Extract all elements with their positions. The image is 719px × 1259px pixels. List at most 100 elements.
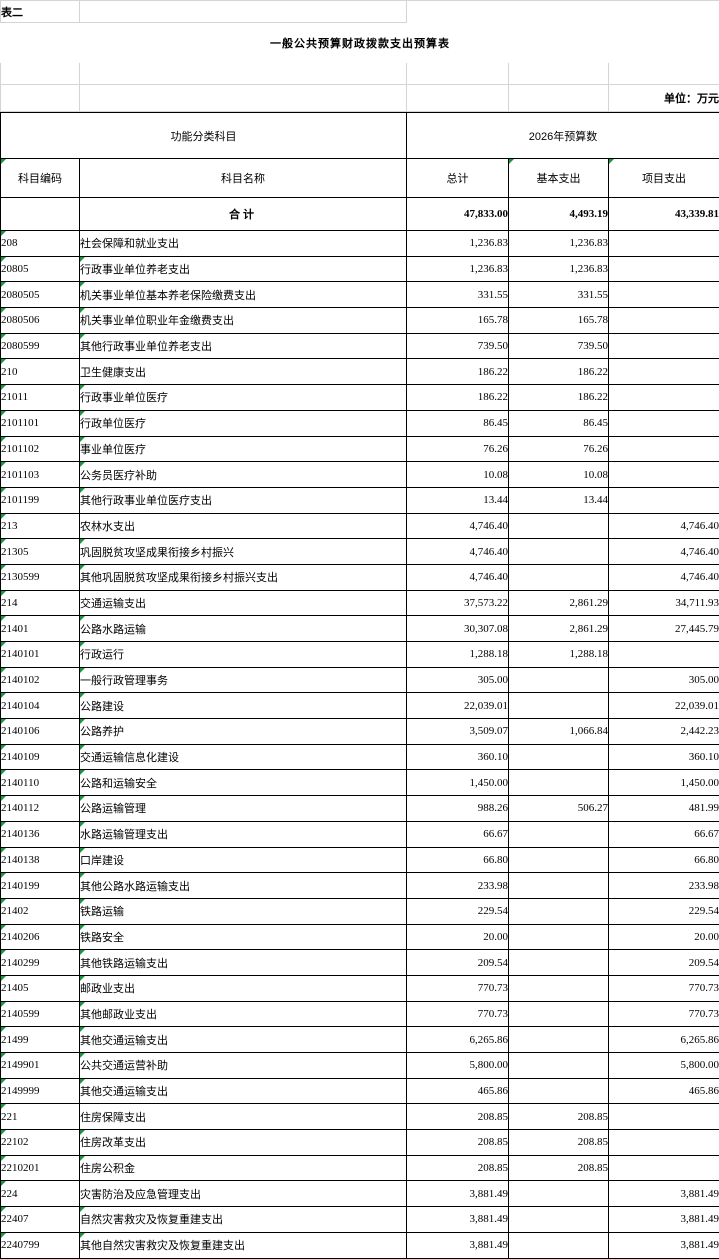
- row-subject-code: 2140206: [1, 924, 80, 950]
- row-total: 770.73: [407, 975, 509, 1001]
- header-col-project: 项目支出: [609, 159, 719, 198]
- row-subject-name: 住房公积金: [80, 1155, 407, 1181]
- row-subject-code: 210: [1, 359, 80, 385]
- row-basic: [509, 1232, 609, 1258]
- row-total: 465.86: [407, 1078, 509, 1104]
- row-total: 186.22: [407, 385, 509, 411]
- row-basic: [509, 539, 609, 565]
- row-subject-name: 交通运输信息化建设: [80, 744, 407, 770]
- row-basic: [509, 667, 609, 693]
- row-subject-name: 机关事业单位职业年金缴费支出: [80, 308, 407, 334]
- row-subject-name: 卫生健康支出: [80, 359, 407, 385]
- row-subject-name: 巩固脱贫攻坚成果衔接乡村振兴: [80, 539, 407, 565]
- row-basic: 165.78: [509, 308, 609, 334]
- row-basic: 1,236.83: [509, 256, 609, 282]
- row-basic: [509, 744, 609, 770]
- row-subject-code: 2080506: [1, 308, 80, 334]
- row-total: 1,288.18: [407, 642, 509, 668]
- row-subject-name: 公路运输管理: [80, 796, 407, 822]
- row-subject-code: 2140106: [1, 719, 80, 745]
- sheet-top-area: 表二 一般公共预算财政拨款支出预算表 单位：万元: [0, 0, 719, 112]
- row-basic: [509, 950, 609, 976]
- row-subject-name: 交通运输支出: [80, 590, 407, 616]
- row-basic: [509, 564, 609, 590]
- row-project: 66.80: [609, 847, 719, 873]
- row-subject-name: 行政运行: [80, 642, 407, 668]
- spacer-cell-3: [407, 63, 509, 85]
- row-subject-name: 其他邮政业支出: [80, 1001, 407, 1027]
- row-basic: [509, 1078, 609, 1104]
- row-basic: 208.85: [509, 1155, 609, 1181]
- row-total: 165.78: [407, 308, 509, 334]
- row-total: 66.67: [407, 821, 509, 847]
- row-project: 2,442.23: [609, 719, 719, 745]
- header-col-total: 总计: [407, 159, 509, 198]
- row-project: [609, 642, 719, 668]
- total-row: 合计 47,833.00 4,493.19 43,339.81: [1, 198, 719, 231]
- row-basic: [509, 770, 609, 796]
- row-project: 360.10: [609, 744, 719, 770]
- row-subject-name: 水路运输管理支出: [80, 821, 407, 847]
- row-project: [609, 333, 719, 359]
- row-subject-name: 行政单位医疗: [80, 410, 407, 436]
- row-total: 13.44: [407, 487, 509, 513]
- row-basic: [509, 924, 609, 950]
- row-subject-name: 其他铁路运输支出: [80, 950, 407, 976]
- header-group-row: 功能分类科目 2026年预算数: [1, 113, 719, 159]
- row-total: 208.85: [407, 1130, 509, 1156]
- row-total: 331.55: [407, 282, 509, 308]
- unit-row: 单位：万元: [1, 85, 719, 112]
- row-subject-code: 2140104: [1, 693, 80, 719]
- row-total: 66.80: [407, 847, 509, 873]
- row-project: 4,746.40: [609, 564, 719, 590]
- row-subject-code: 2140138: [1, 847, 80, 873]
- row-total: 5,800.00: [407, 1053, 509, 1079]
- row-subject-name: 社会保障和就业支出: [80, 231, 407, 257]
- row-project: 770.73: [609, 975, 719, 1001]
- row-total: 739.50: [407, 333, 509, 359]
- row-basic: 1,288.18: [509, 642, 609, 668]
- row-subject-code: 2130599: [1, 564, 80, 590]
- row-total: 3,509.07: [407, 719, 509, 745]
- header-column-row: 科目编码 科目名称 总计 基本支出 项目支出: [1, 159, 719, 198]
- row-basic: 331.55: [509, 282, 609, 308]
- row-total: 1,236.83: [407, 231, 509, 257]
- row-subject-code: 21401: [1, 616, 80, 642]
- row-subject-code: 22102: [1, 1130, 80, 1156]
- row-basic: 208.85: [509, 1104, 609, 1130]
- row-project: [609, 282, 719, 308]
- row-project: [609, 462, 719, 488]
- row-subject-name: 公务员医疗补助: [80, 462, 407, 488]
- row-subject-name: 公路水路运输: [80, 616, 407, 642]
- row-total: 4,746.40: [407, 564, 509, 590]
- row-subject-code: 2101103: [1, 462, 80, 488]
- row-basic: 186.22: [509, 359, 609, 385]
- row-total: 3,881.49: [407, 1232, 509, 1258]
- row-basic: 10.08: [509, 462, 609, 488]
- row-subject-code: 214: [1, 590, 80, 616]
- row-project: 305.00: [609, 667, 719, 693]
- row-project: [609, 308, 719, 334]
- row-basic: [509, 821, 609, 847]
- row-project: 4,746.40: [609, 513, 719, 539]
